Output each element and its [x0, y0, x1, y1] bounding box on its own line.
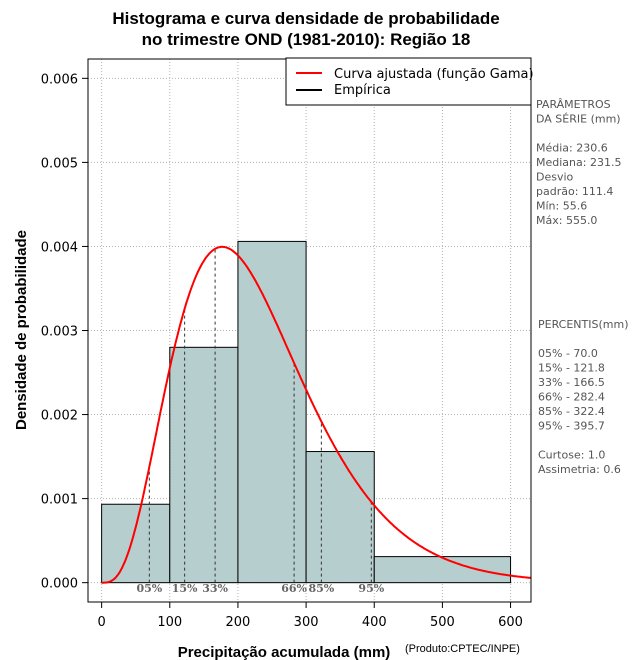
chart-title-line-1: Histograma e curva densidade de probabil…: [112, 9, 499, 28]
y-tick-label-3: 0.003: [41, 325, 78, 340]
percentis-line-7: 95% - 395.7: [538, 420, 605, 433]
y-tick-label-2: 0.002: [41, 409, 78, 424]
x-tick-label-4: 400: [362, 615, 387, 630]
legend: Curva ajustada (função Gama) Empírica: [285, 57, 534, 106]
percentis-line-5: 66% - 282.4: [538, 391, 605, 404]
x-tick-label-1: 100: [157, 615, 182, 630]
params-line-4: Mediana: 231.5: [536, 156, 621, 169]
percentis-line-0: PERCENTIS(mm): [538, 318, 629, 331]
percentiles-panel: PERCENTIS(mm) 05% - 70.0 15% - 121.833% - …: [538, 318, 629, 476]
legend-curve-label: Curva ajustada (função Gama): [334, 67, 534, 82]
y-tick-label-1: 0.001: [41, 493, 78, 508]
x-tick-label-6: 600: [498, 615, 523, 630]
percentis-line-3: 15% - 121.8: [538, 362, 605, 375]
axes: 0 100 200 300 400 500 600 0.000 0.001 0.002 0.003 0…: [41, 72, 523, 630]
percentile-label-5: 95%: [358, 582, 384, 595]
params-line-8: Máx: 555.0: [536, 214, 597, 227]
percentis-line-2: 05% - 70.0: [538, 347, 598, 360]
legend-empirical-label: Empírica: [334, 83, 391, 98]
percentis-line-9: Curtose: 1.0: [538, 449, 605, 462]
x-tick-label-3: 300: [294, 615, 319, 630]
x-tick-label-5: 500: [430, 615, 455, 630]
params-line-6: padrão: 111.4: [536, 185, 613, 198]
percentile-lines: [148, 248, 372, 583]
percentile-labels: 05% 15% 33% 66% 85% 95%: [136, 582, 384, 595]
histogram-bar-2: [237, 240, 307, 584]
histogram-bar-4: [373, 556, 512, 584]
percentile-label-1: 15%: [172, 582, 198, 595]
percentis-line-4: 33% - 166.5: [538, 376, 605, 389]
gamma-curve-layer: [101, 245, 532, 584]
y-tick-label-5: 0.005: [41, 156, 78, 171]
histogram-bar-1: [169, 346, 239, 584]
params-line-7: Mín: 55.6: [536, 200, 587, 213]
x-tick-label-2: 200: [226, 615, 251, 630]
params-line-5: Desvio: [536, 171, 574, 184]
series-parameters-panel: PARÂMETROS DA SÉRIE (mm) Média: 230.6Medi…: [536, 98, 621, 227]
params-line-3: Média: 230.6: [536, 142, 608, 155]
histogram-bar-3: [305, 451, 375, 584]
legend-box: [285, 57, 532, 106]
y-tick-label-6: 0.006: [41, 72, 78, 87]
percentis-line-10: Assimetria: 0.6: [538, 463, 621, 476]
gamma-fit-curve: [101, 245, 532, 584]
x-tick-label-0: 0: [97, 615, 105, 630]
histogram-bars: [101, 240, 512, 584]
percentile-label-3: 66%: [281, 582, 307, 595]
product-credit: (Produto:CPTEC/INPE): [405, 643, 520, 655]
percentile-label-2: 33%: [202, 582, 228, 595]
chart-title-line-2: no trimestre OND (1981-2010): Região 18: [142, 30, 471, 49]
params-line-1: DA SÉRIE (mm): [536, 113, 621, 126]
histogram-bar-0: [101, 503, 171, 584]
x-axis-label: Precipitação acumulada (mm): [178, 644, 391, 660]
percentile-label-4: 85%: [308, 582, 334, 595]
y-tick-label-0: 0.000: [41, 577, 78, 592]
percentile-label-0: 05%: [136, 582, 162, 595]
y-tick-label-4: 0.004: [41, 240, 78, 255]
params-line-0: PARÂMETROS: [536, 98, 611, 111]
y-axis-label: Densidade de probabilidade: [13, 230, 30, 430]
percentis-line-6: 85% - 322.4: [538, 405, 605, 418]
